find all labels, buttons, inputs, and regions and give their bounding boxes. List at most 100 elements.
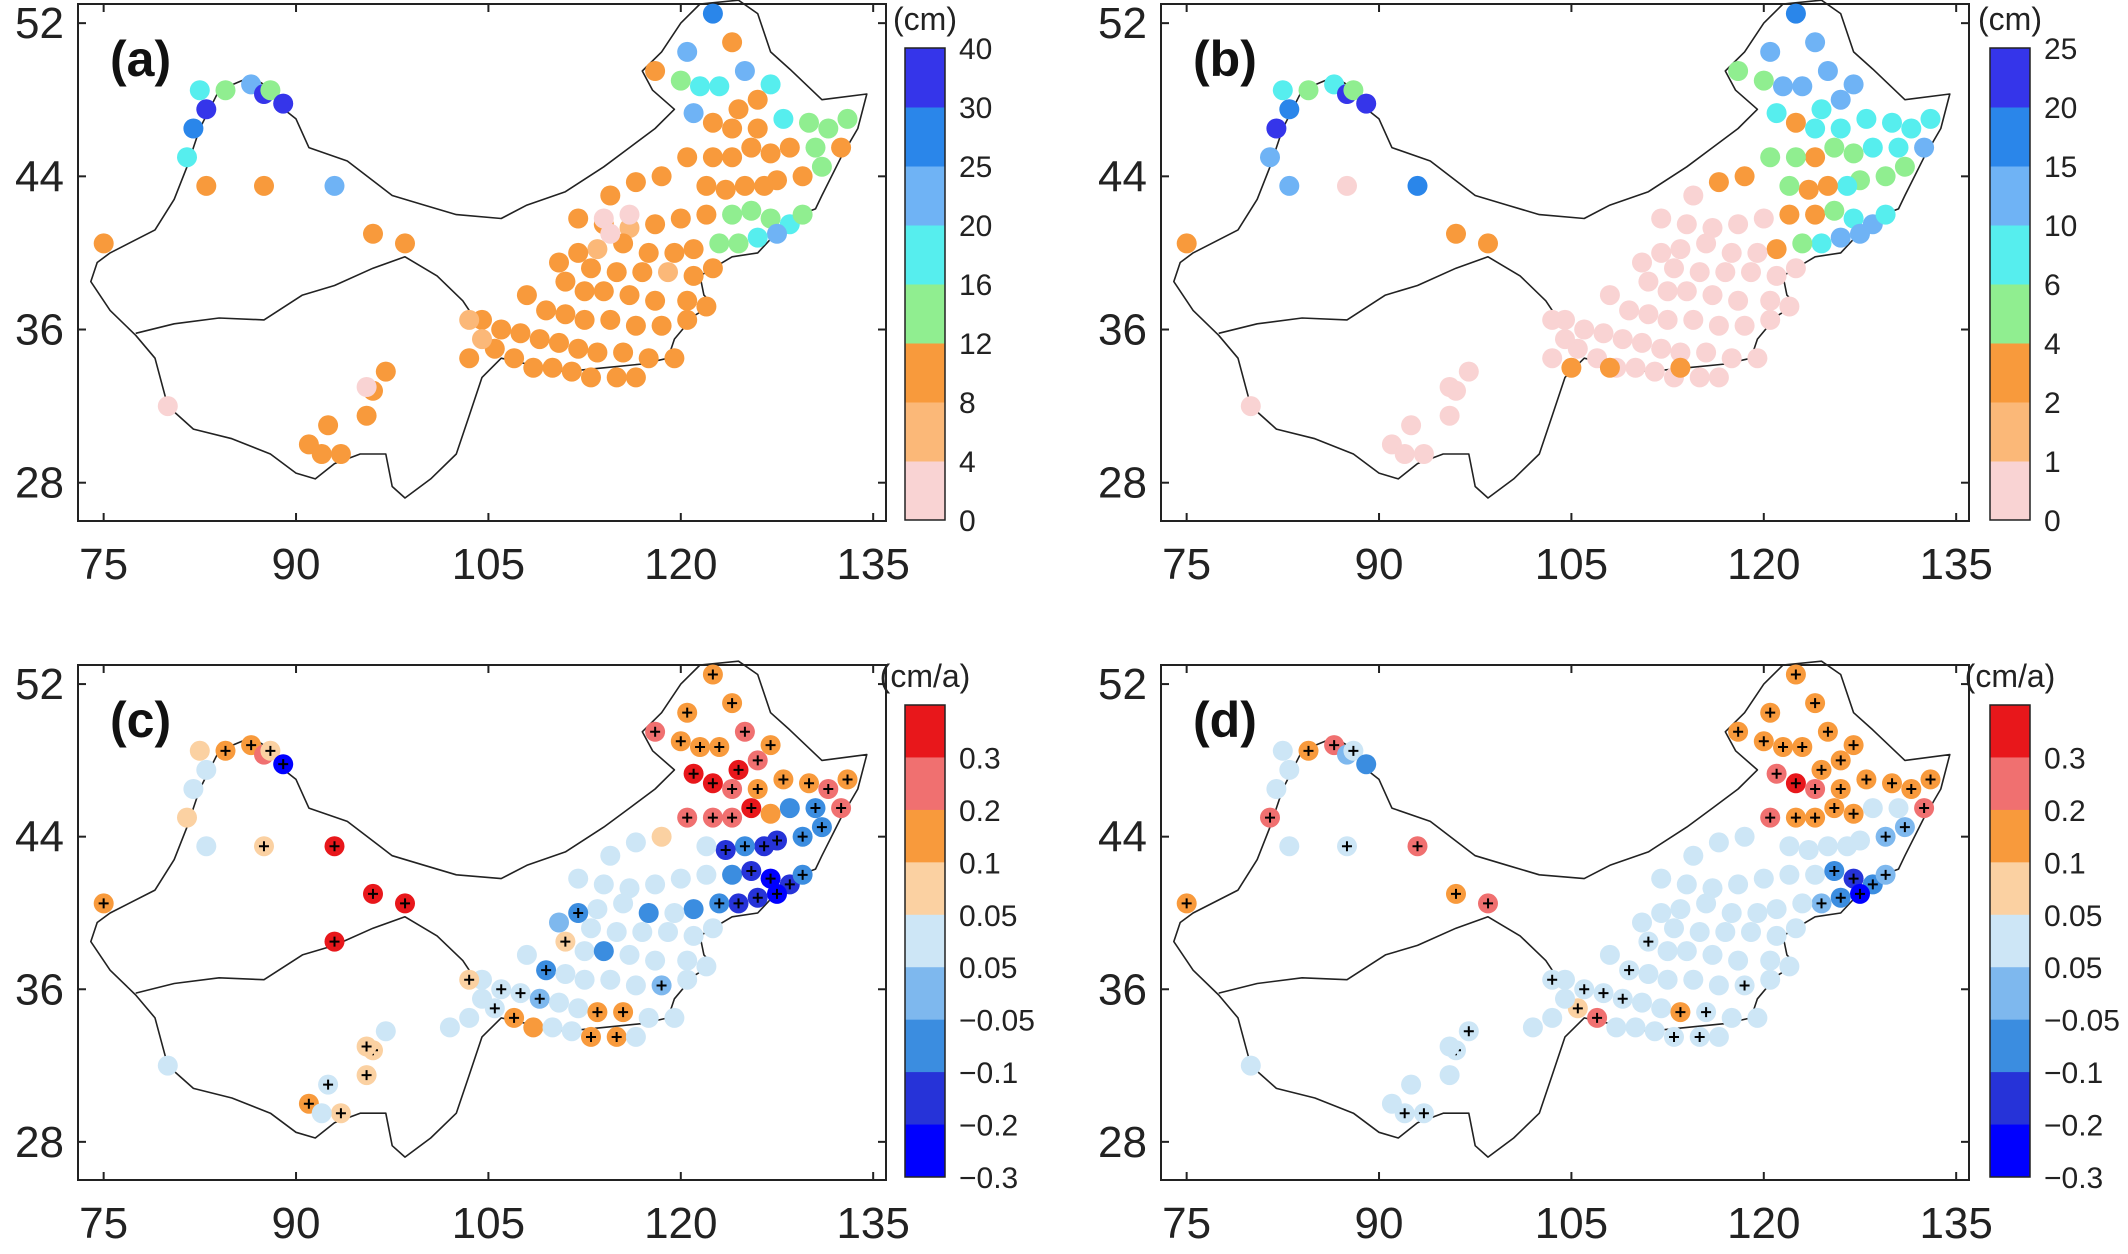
station-point [324,175,345,196]
region-outline [90,660,868,1158]
colorbar-tick-label: −0.2 [959,1110,1018,1143]
station-point [363,223,383,244]
station-point [702,258,723,279]
station-point [1760,950,1781,971]
station-point [1625,1017,1646,1038]
station-point [1785,112,1806,133]
station-point [696,864,717,885]
station-point [581,258,601,279]
significance-marker [714,898,725,909]
station-point [709,76,730,97]
station-point [1805,118,1826,139]
significance-marker [727,783,738,794]
station-point [1702,285,1723,306]
significance-marker [733,898,744,909]
significance-marker [1765,812,1776,823]
station-point [811,156,832,177]
station-point [1837,836,1858,857]
colorbar-tick-label: 10 [2044,210,2077,243]
significance-marker [573,907,584,918]
station-point [722,118,743,139]
station-point [645,874,666,895]
station-point [1676,874,1697,895]
colorbar-segment [1990,757,2030,811]
station-point [651,315,672,336]
station-point [561,1021,582,1042]
panel-b: 75 90 105 120 135 28 36 44 52 (b) (cm) 0 1 2 4 6 10 15 20 2… [1098,0,2077,589]
station-point [1817,61,1838,81]
station-point [600,309,621,330]
station-point [593,874,614,895]
colorbar-tick-label: 6 [2044,269,2061,302]
station-point [831,137,852,158]
x-tick-label: 90 [272,1199,321,1248]
significance-marker [810,803,821,814]
station-point [1439,405,1460,426]
significance-marker [1861,774,1872,785]
significance-marker [1694,1031,1705,1042]
significance-marker [746,803,757,814]
station-point [1561,357,1582,378]
station-point [1356,754,1377,775]
significance-marker [1822,726,1833,737]
station-point [670,208,691,229]
station-point [1343,80,1364,101]
panel-label: (c) [110,692,171,748]
y-tick-label: 44 [1098,152,1147,201]
station-point [1837,175,1858,196]
station-point [177,807,197,828]
station-point [818,118,839,139]
station-point [1625,357,1646,378]
station-point [1817,836,1838,857]
station-point [1670,899,1691,920]
station-point [1689,367,1710,388]
station-point [696,204,717,225]
station-point [664,903,685,923]
colorbar-segment [905,967,945,1021]
significance-marker [1880,869,1891,880]
station-point [645,290,666,311]
station-point [1766,925,1787,946]
station-point [587,342,608,363]
colorbar-tick-label: −0.1 [2044,1057,2103,1090]
colorbar-tick-label: 0.3 [2044,742,2086,775]
station-point [760,208,781,229]
significance-marker [707,778,718,789]
station-point [536,300,557,321]
station-point [1760,147,1781,168]
station-point [491,319,512,340]
station-point [1657,969,1678,990]
significance-marker [1810,812,1821,823]
significance-marker [1778,742,1789,753]
x-tick-label: 105 [1535,540,1608,589]
significance-marker [771,835,782,846]
station-point [1683,309,1704,330]
station-point [395,233,415,254]
station-point [330,444,351,464]
x-tick-label: 75 [1162,1199,1211,1248]
station-point [1824,200,1845,221]
significance-marker [752,755,763,766]
station-point [677,41,698,62]
colorbar-frame [904,47,946,521]
significance-marker [1412,841,1423,852]
significance-marker [1547,974,1558,985]
station-point [215,80,236,101]
colorbar-tick-label: 30 [959,92,992,125]
station-point [1458,361,1479,382]
station-point [1741,922,1761,942]
station-point [1766,265,1787,286]
station-point [1728,950,1749,971]
colorbar-segment [1990,1019,2030,1073]
significance-marker [816,822,827,833]
colorbar-unit: (cm) [1978,1,2042,37]
significance-marker [278,759,289,770]
station-point [773,108,794,129]
significance-marker [1790,669,1801,680]
station-point [504,348,525,369]
station-point [632,262,653,283]
station-point [1599,285,1620,306]
significance-marker [1810,698,1821,709]
colorbar-tick-label: −0.3 [959,1162,1018,1195]
significance-marker [739,841,750,852]
